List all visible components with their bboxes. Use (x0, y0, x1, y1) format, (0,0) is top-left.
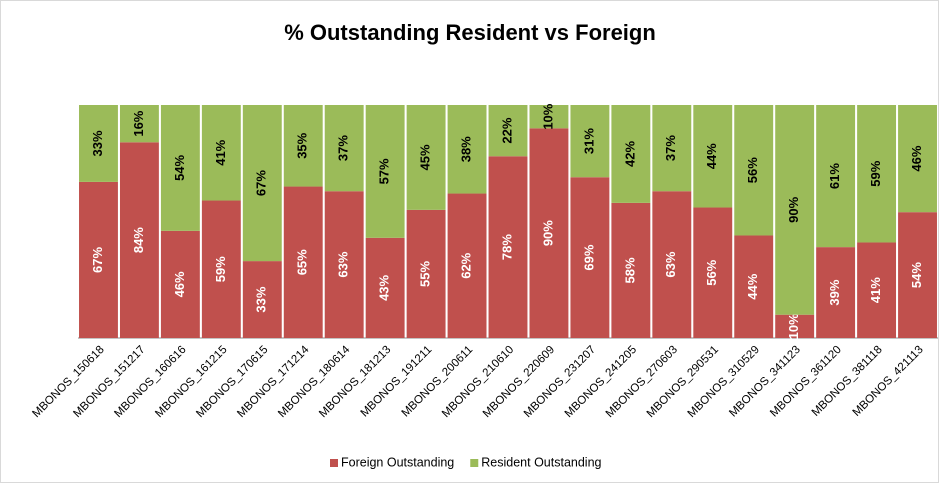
data-label: 37% (663, 135, 678, 161)
data-label: 10% (786, 313, 801, 339)
data-label: 46% (909, 145, 924, 171)
bar-segment (160, 230, 200, 338)
legend-swatch (330, 459, 338, 467)
bar-segment (611, 105, 651, 203)
data-label: 41% (868, 277, 883, 303)
bar-segment (734, 235, 774, 338)
bar-segment (898, 212, 937, 338)
data-label: 78% (499, 234, 514, 260)
data-label: 10% (540, 103, 555, 129)
data-label: 39% (827, 279, 842, 305)
bar-segment (160, 105, 200, 231)
bar-segment (283, 186, 323, 338)
bar-segment (324, 105, 364, 192)
bar-segment (201, 200, 241, 338)
bar-segment (693, 207, 733, 338)
data-label: 42% (622, 140, 637, 166)
data-label: 61% (827, 163, 842, 189)
data-label: 58% (622, 257, 637, 283)
data-label: 67% (90, 247, 105, 273)
bar-segment (447, 193, 487, 338)
bar-segment (488, 156, 528, 338)
data-label: 46% (172, 271, 187, 297)
data-label: 54% (172, 154, 187, 180)
data-label: 62% (458, 252, 473, 278)
bar-segment (119, 105, 159, 143)
data-label: 90% (540, 220, 555, 246)
data-label: 38% (458, 136, 473, 162)
data-label: 56% (704, 259, 719, 285)
bar-segment (816, 105, 856, 248)
bar-segment (406, 209, 446, 338)
legend-label: Foreign Outstanding (341, 455, 454, 469)
data-label: 59% (213, 256, 228, 282)
data-label: 37% (336, 135, 351, 161)
data-label: 45% (418, 144, 433, 170)
data-label: 59% (868, 160, 883, 186)
data-label: 69% (581, 244, 596, 270)
bar-segment (816, 247, 856, 338)
bar-segment (775, 105, 815, 315)
data-label: 44% (704, 143, 719, 169)
bar-segment (857, 105, 897, 243)
bar-segment (119, 142, 159, 338)
bar-segment (734, 105, 774, 236)
bar-segment (652, 191, 692, 338)
data-label: 44% (745, 273, 760, 299)
chart-title: % Outstanding Resident vs Foreign (284, 20, 656, 45)
data-label: 56% (745, 157, 760, 183)
bar-segment (324, 191, 364, 338)
data-label: 54% (909, 262, 924, 288)
bar-segment (79, 181, 118, 338)
bar-segment (447, 105, 487, 194)
data-label: 33% (254, 286, 269, 312)
legend-swatch (470, 459, 479, 467)
bar-segment (529, 128, 569, 338)
bar-segment (488, 105, 528, 157)
bar-segment (652, 105, 692, 192)
bar-segment (611, 202, 651, 338)
data-label: 63% (336, 251, 351, 277)
data-label: 67% (254, 170, 269, 196)
bar-segment (283, 105, 323, 187)
bar-segment (406, 105, 446, 210)
data-label: 33% (90, 130, 105, 156)
data-label: 55% (418, 260, 433, 286)
bar-segment (365, 105, 405, 238)
data-label: 63% (663, 251, 678, 277)
data-label: 22% (499, 117, 514, 143)
data-label: 65% (295, 249, 310, 275)
bar-segment (693, 105, 733, 208)
bar-segment (570, 105, 610, 178)
legend-label: Resident Outstanding (481, 455, 601, 469)
data-label: 16% (131, 110, 146, 136)
data-label: 43% (377, 274, 392, 300)
bar-segment (857, 242, 897, 338)
data-label: 31% (581, 128, 596, 154)
data-label: 57% (377, 158, 392, 184)
bar-segment (898, 105, 937, 213)
data-label: 41% (213, 139, 228, 165)
bar-segment (775, 314, 815, 338)
data-label: 35% (295, 132, 310, 158)
bar-segment (570, 177, 610, 338)
bar-segment (242, 105, 282, 262)
data-label: 90% (786, 196, 801, 222)
bar-segment (79, 105, 118, 182)
data-label: 84% (131, 227, 146, 253)
bar-segment (529, 105, 569, 129)
bar-segment (201, 105, 241, 201)
bar-segment (242, 261, 282, 338)
bar-segment (365, 237, 405, 338)
